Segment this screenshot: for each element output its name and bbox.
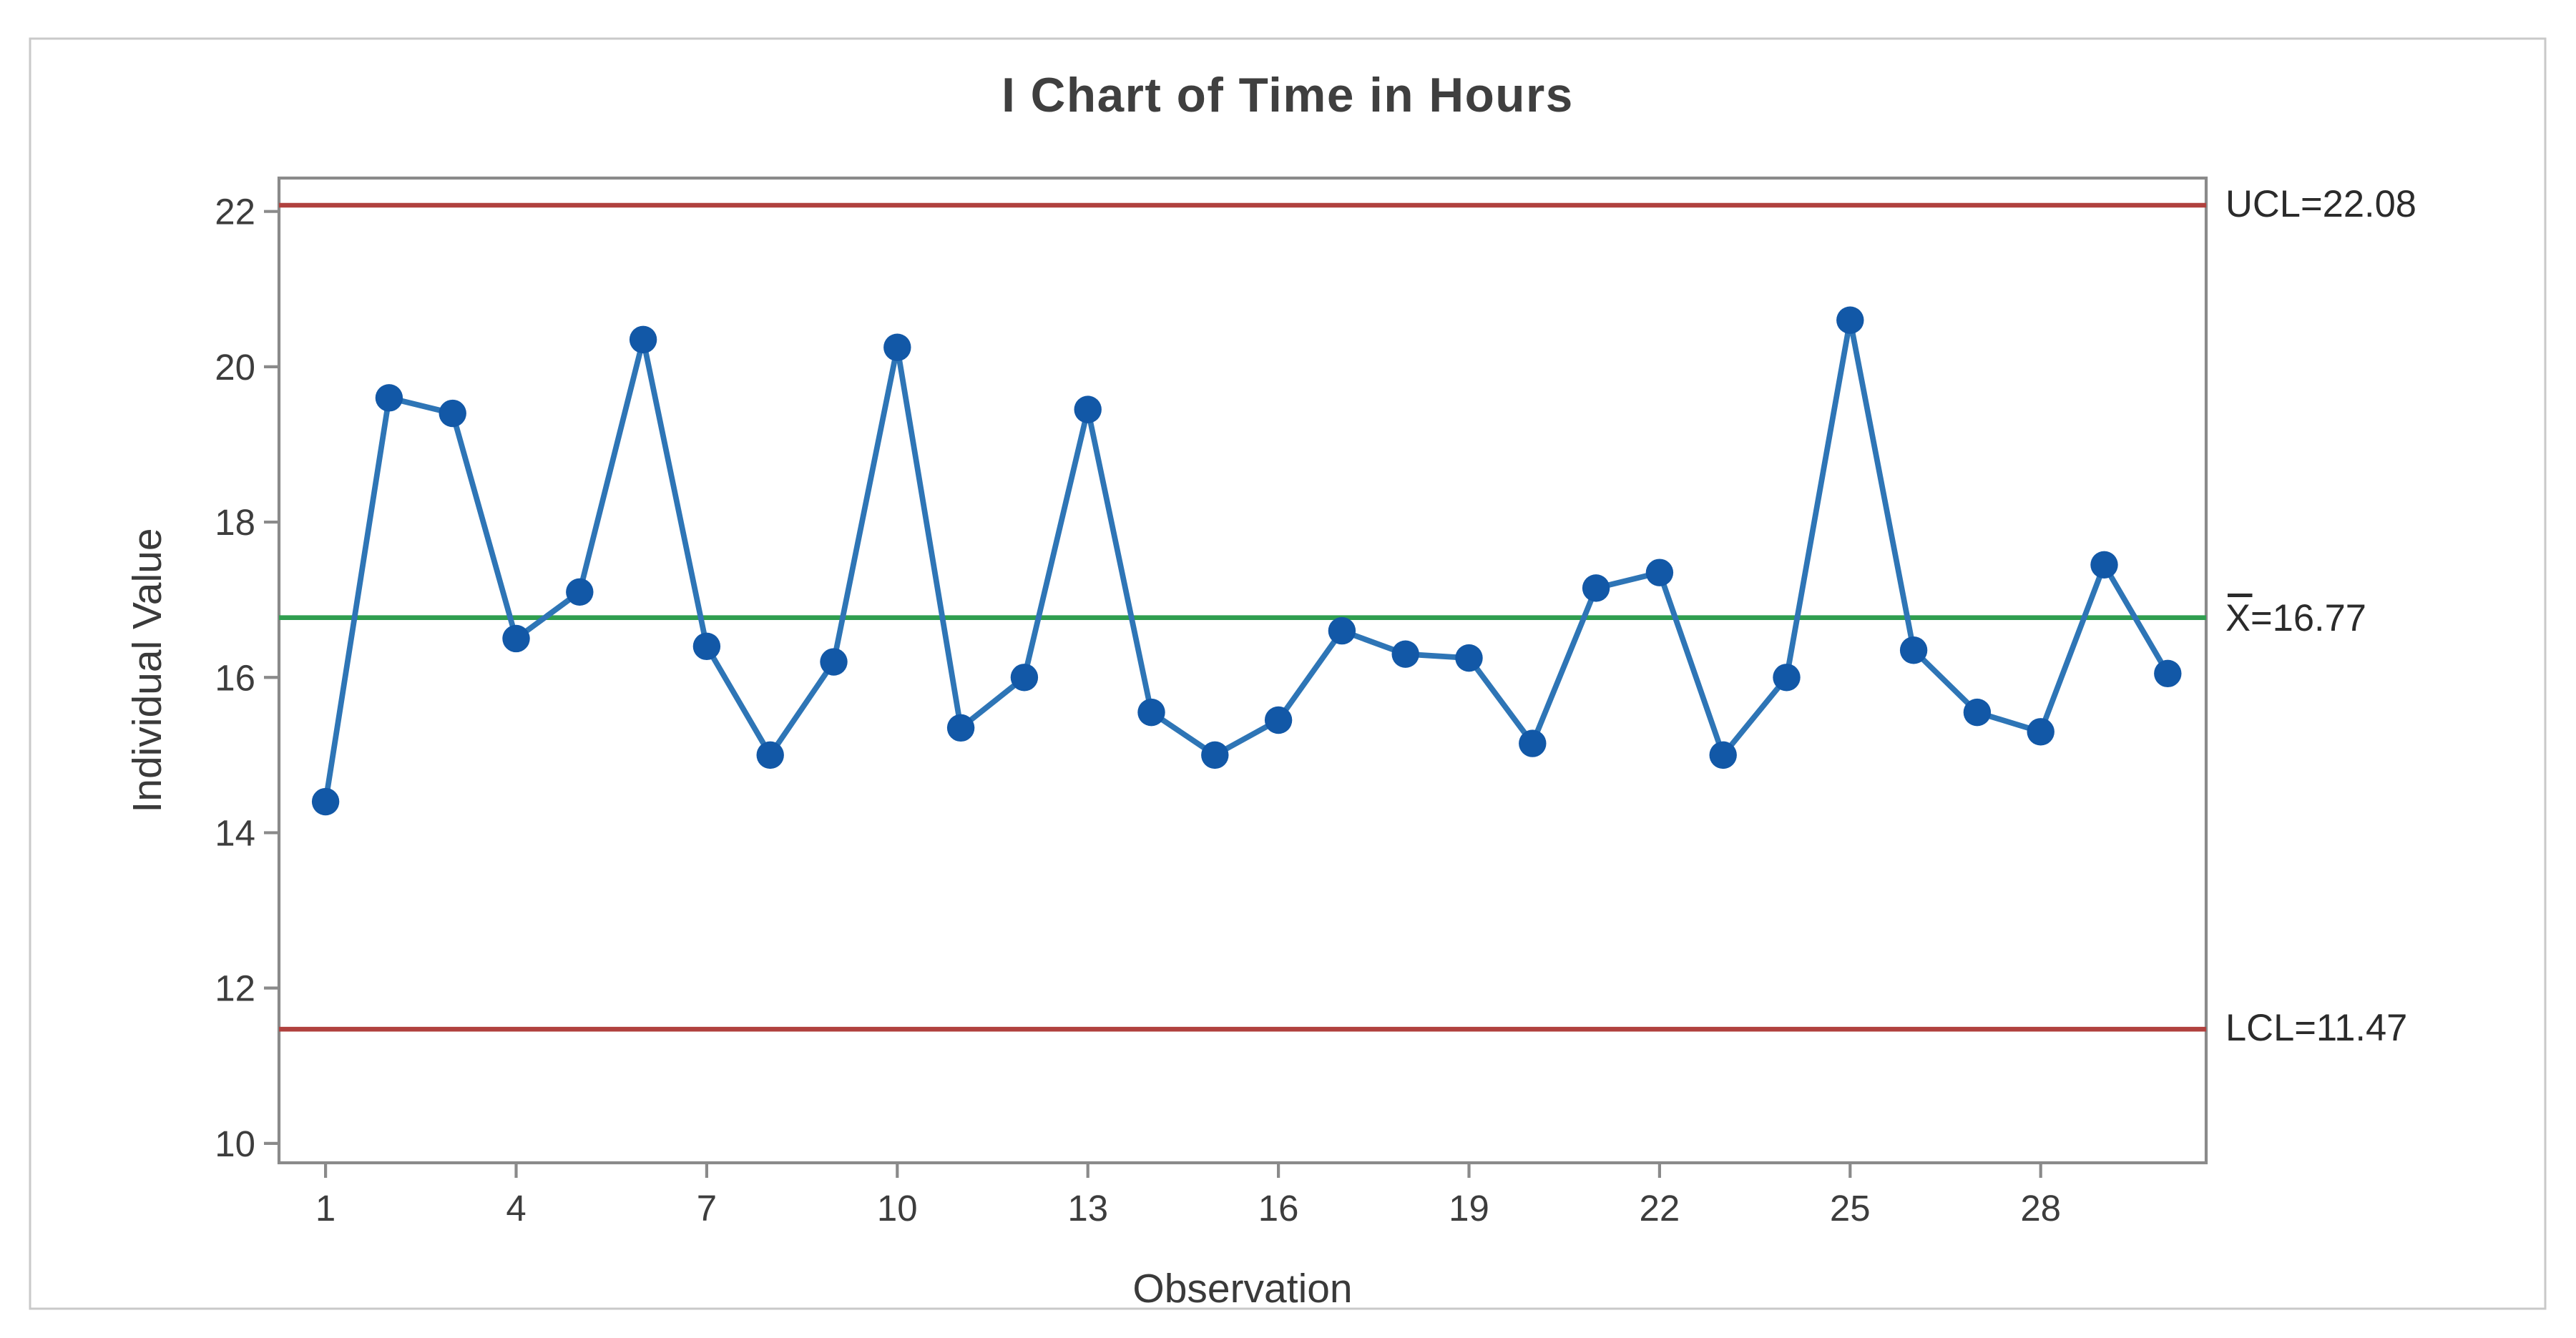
x-tick-label: 13 xyxy=(1067,1188,1108,1229)
y-tick-label: 16 xyxy=(215,657,255,698)
data-point xyxy=(692,632,721,661)
data-point xyxy=(1201,741,1229,769)
plot-frame xyxy=(277,176,2208,1165)
y-tick-label: 14 xyxy=(215,812,255,853)
data-point xyxy=(1519,729,1547,757)
data-point xyxy=(311,787,340,816)
x-tick-label: 22 xyxy=(1640,1188,1680,1229)
x-tick-label: 28 xyxy=(2020,1188,2061,1229)
control-limit-lines xyxy=(279,202,2206,1032)
data-point xyxy=(1137,698,1165,727)
data-point xyxy=(1455,644,1483,672)
data-point xyxy=(946,714,975,742)
data-point xyxy=(502,624,530,653)
data-point xyxy=(2154,659,2182,688)
data-point xyxy=(1264,706,1293,734)
data-point xyxy=(1074,395,1102,423)
data-point xyxy=(1963,698,1992,727)
data-point xyxy=(2090,551,2118,579)
y-tick-label: 20 xyxy=(215,347,255,388)
data-point xyxy=(1899,636,1928,664)
data-point xyxy=(1582,574,1610,602)
y-tick-label: 12 xyxy=(215,968,255,1009)
data-point xyxy=(1773,664,1801,692)
y-axis-ticks: 10 12 14 16 18 20 22 xyxy=(215,192,280,1164)
x-tick-label: 7 xyxy=(697,1188,717,1229)
data-point xyxy=(820,648,848,676)
data-point xyxy=(629,325,657,354)
data-point xyxy=(756,741,784,769)
data-point xyxy=(883,333,911,361)
lcl-label: LCL=11.47 xyxy=(2225,1007,2407,1049)
data-point xyxy=(1328,616,1356,645)
y-axis-label: Individual Value xyxy=(124,528,170,812)
data-point xyxy=(1709,741,1737,769)
data-point xyxy=(1010,664,1039,692)
x-axis-label: Observation xyxy=(1132,1266,1352,1312)
x-tick-label: 4 xyxy=(506,1188,526,1229)
center-line-label: X=16.77 xyxy=(2225,597,2366,639)
ucl-label: UCL=22.08 xyxy=(2225,183,2416,225)
data-point xyxy=(1391,640,1419,668)
x-tick-label: 1 xyxy=(315,1188,336,1229)
series-line xyxy=(323,317,2171,805)
data-point xyxy=(439,399,466,428)
data-point xyxy=(375,384,403,412)
x-tick-label: 25 xyxy=(1830,1188,1871,1229)
y-tick-label: 22 xyxy=(215,192,255,232)
y-tick-label: 10 xyxy=(215,1123,255,1164)
y-tick-label: 18 xyxy=(215,502,255,543)
chart-title: I Chart of Time in Hours xyxy=(1001,69,1574,122)
data-point xyxy=(1836,306,1864,334)
x-tick-label: 10 xyxy=(877,1188,918,1229)
data-point xyxy=(1645,559,1674,586)
data-point xyxy=(566,578,594,606)
data-series xyxy=(311,306,2182,816)
data-point xyxy=(2027,718,2055,746)
x-tick-label: 19 xyxy=(1449,1188,1489,1229)
x-axis-ticks: 1 4 7 10 13 16 19 22 25 28 xyxy=(315,1162,2061,1229)
x-tick-label: 16 xyxy=(1258,1188,1299,1229)
